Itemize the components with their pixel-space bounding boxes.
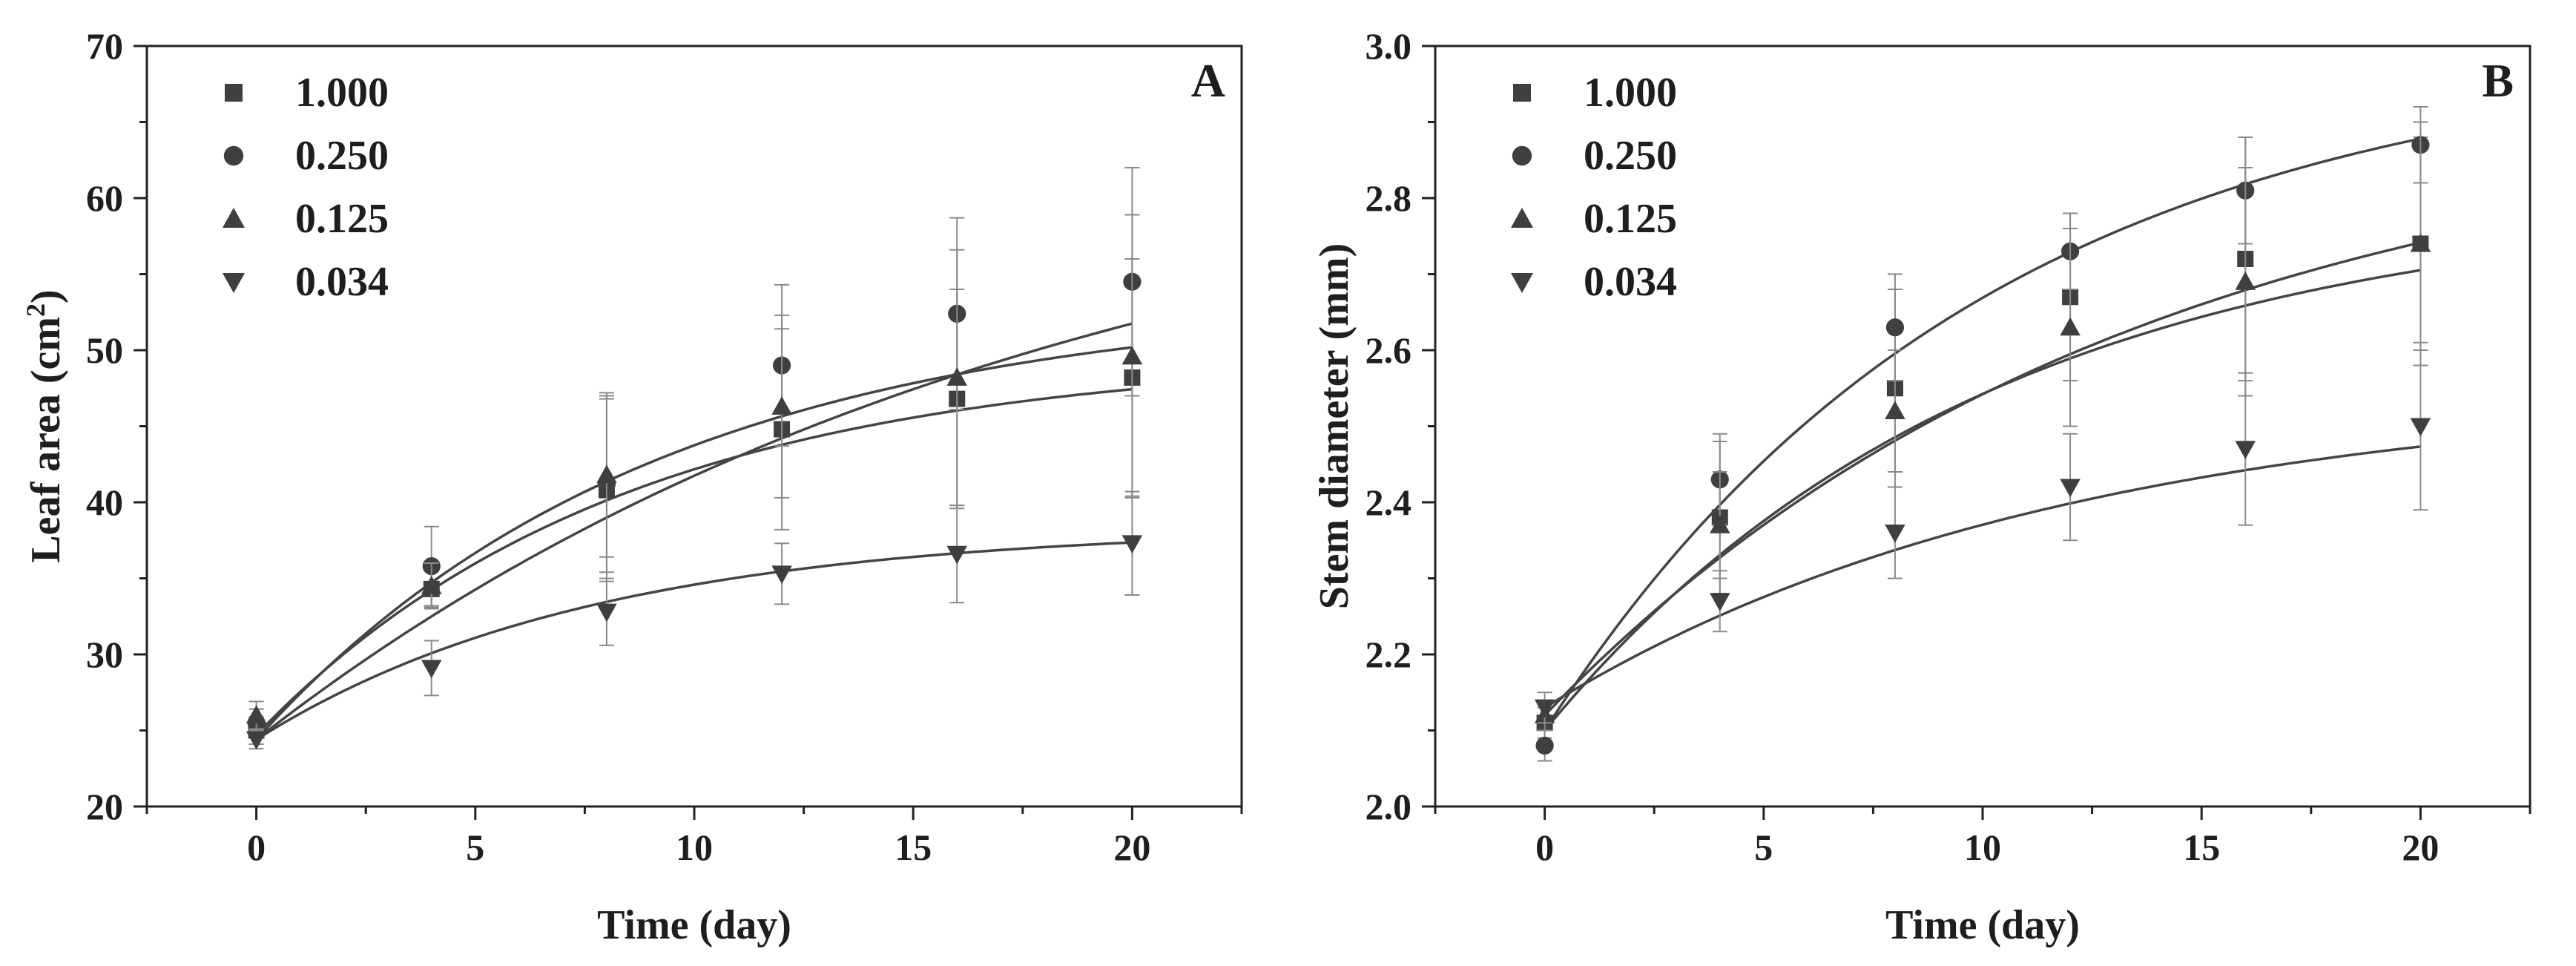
chart-leaf-area: 20 30 40 50 60 70 0 5 10 15 20 Time (day) Leaf area … (21, 25, 1243, 948)
fit-curve (255, 541, 1133, 741)
legend-label: 1.000 (295, 70, 389, 116)
data-point (2410, 418, 2431, 437)
y-axis-label-main: Leaf area (cm (23, 317, 69, 563)
legend-label: 0.034 (1584, 259, 1677, 305)
data-point (2060, 479, 2081, 498)
data-point (1885, 318, 1905, 337)
panel-b: 2.0 2.2 2.4 2.6 2.8 3.0 0 5 10 15 20 Time (day) Stem… (1288, 0, 2576, 962)
legend-marker (223, 273, 245, 293)
y-tick-label: 30 (86, 634, 123, 675)
data-point (1121, 346, 1143, 365)
fit-curve (1544, 137, 2421, 732)
fit-curve (1544, 241, 2421, 717)
fit-curve (255, 346, 1133, 740)
x-tick-label: 15 (895, 827, 932, 868)
data-point (771, 565, 792, 585)
x-tick-label: 10 (676, 827, 713, 868)
x-axis-label: Time (day) (1885, 902, 2080, 948)
y-axis-label-superscript: 2 (21, 303, 50, 317)
y-tick-label: 2.0 (1366, 786, 1412, 827)
data-point (2235, 441, 2256, 459)
data-point (246, 705, 267, 723)
legend-marker (1513, 84, 1531, 102)
legend-marker (223, 208, 245, 228)
data-point (421, 660, 442, 679)
series-2 (1534, 121, 2431, 732)
data-point (1534, 699, 1555, 718)
data-point (771, 396, 792, 415)
series-3 (1534, 341, 2431, 724)
data-point (1885, 401, 1905, 419)
legend-label: 0.125 (295, 196, 389, 242)
fit-curve (255, 387, 1133, 736)
data-point (1121, 535, 1143, 554)
y-axis-label: Stem diameter (mm) (1311, 243, 1357, 609)
x-tick-label: 0 (247, 827, 266, 868)
y-tick-label: 2.6 (1366, 329, 1412, 371)
y-tick-label: 40 (86, 482, 123, 523)
y-tick-label: 3.0 (1366, 25, 1412, 67)
y-axis-label: Leaf area (cm2) (21, 289, 69, 562)
fit-curve (255, 322, 1133, 741)
legend-marker (225, 84, 243, 102)
legend-label: 0.034 (295, 259, 389, 305)
y-tick-label: 2.8 (1366, 177, 1412, 219)
data-point (2060, 317, 2081, 336)
series-0 (248, 258, 1141, 745)
legend-marker (1512, 145, 1532, 166)
y-tick-label: 2.4 (1366, 482, 1412, 523)
legend-label: 0.125 (1584, 196, 1677, 242)
legend-label: 1.000 (1584, 70, 1677, 116)
x-axis-label: Time (day) (597, 902, 791, 948)
legend-marker (1511, 273, 1533, 293)
x-tick-label: 20 (1113, 827, 1150, 868)
panel-label: A (1191, 54, 1225, 107)
data-point (1710, 515, 1730, 533)
legend-marker (1511, 208, 1533, 228)
fit-curve (1544, 269, 2421, 732)
data-point (246, 731, 267, 750)
x-tick-label: 0 (1535, 827, 1554, 868)
legend-label: 0.250 (1584, 133, 1677, 179)
series-2 (246, 214, 1143, 740)
y-tick-label: 20 (86, 786, 123, 827)
legend-marker (223, 145, 244, 166)
y-tick-label: 50 (86, 329, 123, 371)
panel-a: 20 30 40 50 60 70 0 5 10 15 20 Time (day) Leaf area … (0, 0, 1288, 962)
y-axis-label-main: Stem diameter (mm) (1311, 243, 1357, 609)
y-tick-label: 2.2 (1366, 634, 1412, 675)
x-tick-label: 10 (1964, 827, 2001, 868)
y-tick-label: 70 (86, 25, 123, 67)
data-point (1885, 525, 1905, 543)
y-tick-label: 60 (86, 177, 123, 219)
panel-label: B (2482, 54, 2514, 107)
legend-label: 0.250 (295, 133, 389, 179)
series-3 (246, 490, 1143, 750)
data-point (1535, 736, 1554, 755)
x-tick-label: 20 (2402, 827, 2439, 868)
y-axis-label-end: ) (23, 289, 69, 303)
fit-curve (1544, 445, 2421, 709)
data-point (2235, 272, 2256, 290)
x-tick-label: 5 (1754, 827, 1773, 868)
data-point (596, 464, 617, 484)
series-1 (247, 167, 1142, 741)
chart-stem-diameter: 2.0 2.2 2.4 2.6 2.8 3.0 0 5 10 15 20 Time (day) Stem… (1311, 25, 2531, 948)
x-tick-label: 15 (2183, 827, 2220, 868)
x-tick-label: 5 (466, 827, 484, 868)
data-point (421, 576, 442, 594)
data-point (946, 367, 967, 386)
data-point (946, 545, 967, 565)
data-point (1710, 593, 1730, 611)
data-point (596, 603, 617, 622)
data-point (2410, 233, 2431, 252)
